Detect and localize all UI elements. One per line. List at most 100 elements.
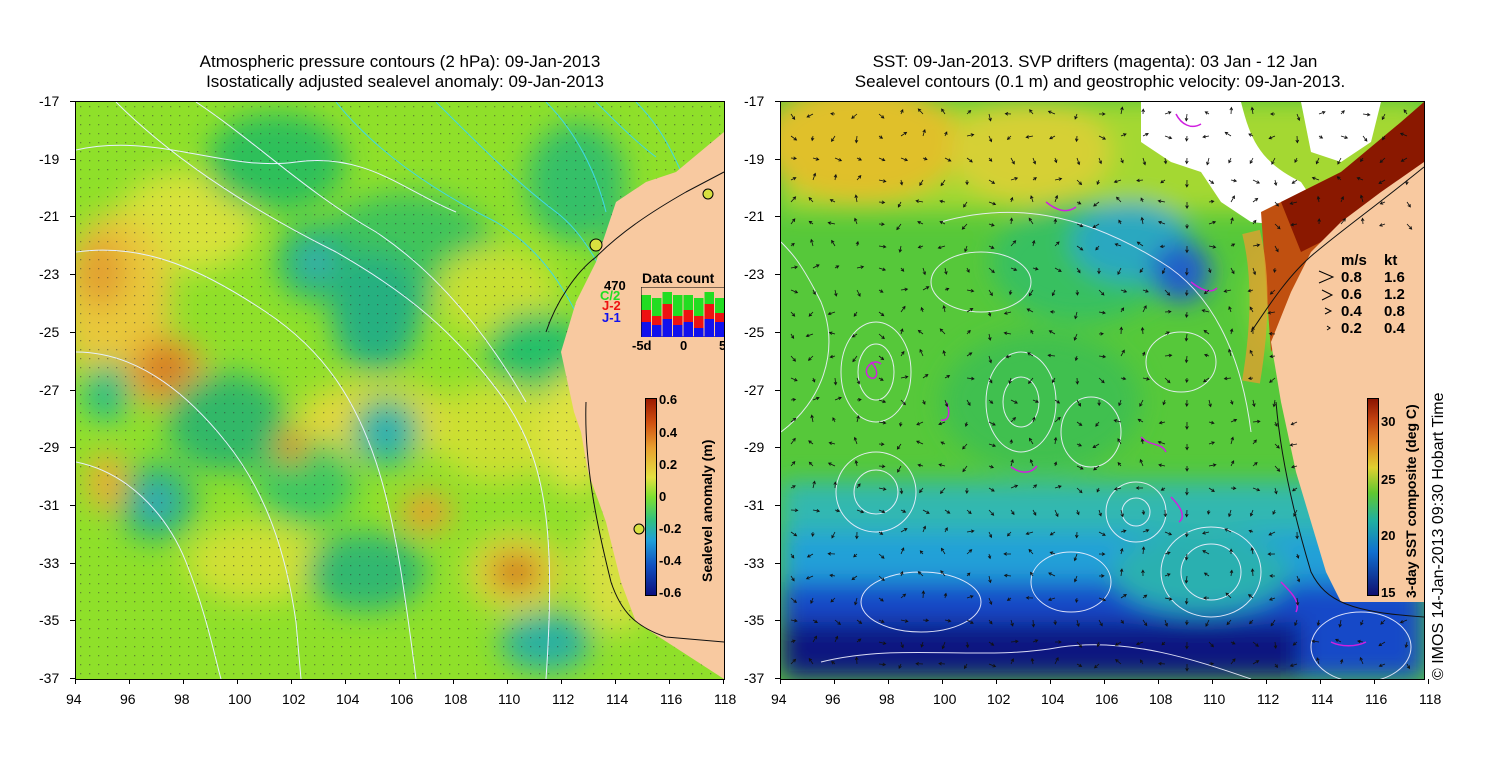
lon-tick-mark — [129, 679, 130, 684]
data-count-series-c2: C/2 — [600, 288, 621, 303]
lon-tick-label: 104 — [336, 691, 360, 707]
lat-tick-mark — [70, 678, 75, 679]
data-count-bar — [652, 298, 662, 316]
sealevel-colorbar-tick: -0.2 — [659, 521, 682, 536]
data-count-series-j1: J-1 — [602, 310, 621, 325]
lat-tick-mark — [775, 274, 780, 276]
velocity-legend-header-kt: kt — [1384, 252, 1398, 269]
lon-tick-mark — [1320, 679, 1321, 684]
data-count-bar — [704, 304, 714, 319]
velocity-legend-row-ms: 0.8 — [1341, 269, 1362, 286]
data-count-bar — [704, 319, 714, 337]
data-count-bar — [683, 310, 693, 322]
lon-tick-label: 108 — [1149, 691, 1173, 707]
lat-tick-label: -37 — [744, 670, 765, 686]
sst-colorbar-tick: 15 — [1381, 585, 1396, 600]
velocity-legend-row-kt: 1.6 — [1384, 269, 1405, 286]
data-count-bar — [641, 310, 651, 322]
lon-tick-label: 112 — [552, 691, 575, 707]
lat-tick-mark — [775, 504, 780, 506]
land-australia — [561, 132, 724, 679]
velocity-legend-header-ms: m/s — [1341, 252, 1367, 269]
lon-tick-label: 114 — [606, 691, 629, 707]
lat-tick-mark — [775, 447, 780, 449]
lon-tick-label: 102 — [987, 691, 1011, 707]
lon-tick-mark — [942, 679, 943, 684]
data-count-bar — [673, 316, 683, 325]
sst-map[interactable]: m/s kt 0.8 1.6 0.6 1.2 0.4 0.8 0.2 0.4 — [780, 101, 1425, 680]
data-count-bar — [715, 322, 724, 337]
sealevel-colorbar-tick: -0.6 — [659, 585, 682, 600]
data-count-series-j2: J-2 — [602, 298, 621, 313]
lon-tick-label: 104 — [1041, 691, 1065, 707]
lon-tick-mark — [345, 679, 346, 684]
velocity-legend-row-kt: 1.2 — [1384, 286, 1405, 303]
lon-tick-label: 100 — [228, 691, 252, 707]
sst-field — [781, 102, 1424, 679]
sealevel-colorbar-tick: 0.6 — [659, 392, 678, 407]
data-count-bar — [662, 319, 672, 337]
lon-tick-mark — [1158, 679, 1159, 684]
lat-tick-label: -17 — [39, 93, 60, 109]
lat-tick-mark — [70, 562, 75, 564]
lon-tick-mark — [615, 679, 616, 684]
lat-tick-mark — [775, 620, 780, 622]
data-count-bar — [683, 295, 693, 310]
velocity-legend-row-ms: 0.6 — [1341, 286, 1362, 303]
lon-tick-label: 96 — [120, 691, 136, 707]
sst-colorbar-label: 3-day SST composite (deg C) — [1403, 404, 1419, 598]
lat-tick-label: -25 — [39, 323, 60, 340]
data-count-bar — [694, 298, 704, 316]
data-count-bar — [683, 322, 693, 337]
lon-tick-label: 96 — [825, 691, 841, 707]
data-count-tick-1: 0 — [680, 338, 688, 353]
lon-tick-label: 100 — [933, 691, 957, 707]
land-australia — [1271, 162, 1424, 602]
lon-tick-mark — [75, 679, 76, 684]
lon-tick-mark — [237, 679, 238, 684]
lat-tick-mark — [70, 447, 75, 449]
data-count-bar — [704, 292, 714, 304]
lat-tick-label: -23 — [744, 266, 765, 283]
lat-tick-label: -35 — [744, 612, 765, 629]
sealevel-colorbar-tick: 0.4 — [659, 425, 678, 440]
lon-tick-label: 108 — [444, 691, 468, 707]
lat-tick-mark — [775, 158, 780, 160]
lon-tick-label: 116 — [660, 691, 683, 707]
right-title-line2: Sealevel contours (0.1 m) and geostrophi… — [854, 72, 1346, 91]
lat-tick-mark — [70, 331, 75, 333]
sealevel-anomaly-map[interactable]: 470 Data count C/2 J-2 J-1 -5d 0 5 — [75, 101, 725, 680]
sealevel-anomaly-field — [76, 102, 724, 679]
lat-tick-mark — [70, 620, 75, 622]
data-count-bar — [673, 295, 683, 316]
lat-tick-label: -25 — [744, 323, 765, 340]
sst-colorbar-tick: 25 — [1381, 472, 1396, 487]
data-count-bar — [652, 325, 662, 337]
lon-tick-label: 118 — [1419, 691, 1442, 707]
data-count-bar — [673, 325, 683, 337]
lat-tick-mark — [775, 101, 780, 102]
data-count-title: Data count — [642, 270, 715, 286]
lon-tick-label: 106 — [390, 691, 414, 707]
lat-tick-label: -29 — [39, 439, 60, 456]
lat-tick-label: -27 — [39, 381, 60, 398]
lon-tick-mark — [291, 679, 292, 684]
lat-tick-mark — [70, 504, 75, 506]
lon-tick-mark — [399, 679, 400, 684]
lon-tick-label: 98 — [174, 691, 190, 707]
lat-tick-label: -33 — [744, 554, 765, 571]
data-count-bar — [652, 316, 662, 325]
lon-tick-label: 110 — [498, 691, 521, 707]
right-title-line1: SST: 09-Jan-2013. SVP drifters (magenta)… — [872, 52, 1318, 71]
lon-tick-label: 98 — [879, 691, 895, 707]
lat-tick-label: -33 — [39, 554, 60, 571]
lon-tick-mark — [834, 679, 835, 684]
lon-tick-mark — [1266, 679, 1267, 684]
lat-tick-label: -17 — [744, 93, 765, 109]
lon-tick-label: 94 — [66, 691, 82, 707]
lon-tick-mark — [780, 679, 781, 684]
lat-tick-label: -29 — [744, 439, 765, 456]
sealevel-colorbar-tick: 0.2 — [659, 457, 678, 472]
velocity-legend-arrows — [1318, 270, 1335, 331]
data-count-bar — [641, 295, 651, 310]
